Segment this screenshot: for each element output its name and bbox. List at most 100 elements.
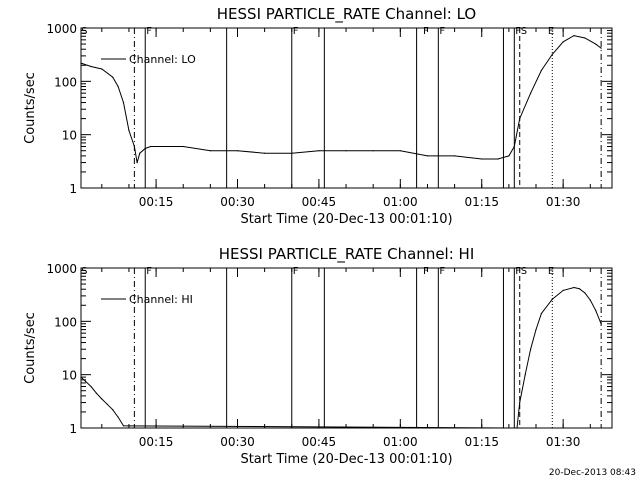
x-axis-label: Start Time (20-Dec-13 00:01:10)	[240, 452, 452, 467]
y-axis-label: Counts/sec	[23, 312, 38, 384]
series-line	[80, 35, 602, 163]
chart-title: HESSI PARTICLE_RATE Channel: HI	[219, 245, 475, 264]
data-point	[136, 162, 138, 164]
data-point	[516, 427, 518, 429]
data-point	[595, 309, 597, 311]
data-point	[372, 150, 374, 152]
y-tick-label: 1000	[46, 22, 77, 36]
data-point	[264, 152, 266, 154]
data-point	[122, 102, 125, 104]
data-point	[513, 145, 515, 148]
data-point	[144, 147, 146, 150]
data-point	[584, 37, 586, 39]
data-point	[540, 69, 543, 71]
data-point	[122, 425, 125, 427]
y-tick-label: 10	[62, 129, 77, 143]
data-point	[101, 398, 103, 400]
data-point	[345, 150, 347, 152]
data-point	[117, 85, 119, 88]
data-point	[133, 145, 135, 148]
data-point	[540, 312, 543, 315]
legend-label: Channel: LO	[129, 53, 196, 66]
data-point	[508, 155, 510, 157]
y-tick-label: 1	[69, 182, 77, 196]
panel-channel-lo: HESSI PARTICLE_RATE Channel: LO Counts/se…	[23, 5, 613, 227]
data-point	[551, 298, 553, 300]
flag-label: S	[81, 26, 87, 37]
flag-label: F	[293, 266, 299, 277]
data-point	[112, 409, 114, 411]
data-point	[562, 289, 564, 291]
data-point	[150, 145, 152, 148]
data-point	[578, 288, 581, 290]
x-tick-label: 01:30	[546, 195, 581, 209]
data-point	[530, 92, 532, 94]
x-tick-label: 01:00	[383, 435, 418, 449]
data-point	[573, 35, 575, 37]
y-tick-label: 1000	[46, 262, 77, 276]
data-point	[182, 145, 184, 148]
flag-label: E	[548, 26, 554, 37]
y-tick-label: 1	[69, 422, 77, 436]
x-tick-label: 00:15	[139, 435, 174, 449]
x-tick-label: 01:30	[546, 435, 581, 449]
data-point	[530, 348, 532, 350]
y-tick-label: 100	[54, 315, 77, 329]
data-point	[291, 152, 293, 154]
panel-channel-hi: HESSI PARTICLE_RATE Channel: HI Counts/se…	[23, 245, 613, 467]
data-point	[519, 402, 521, 404]
x-tick-label: 01:15	[464, 195, 499, 209]
flag-label: F	[515, 26, 521, 37]
data-point	[80, 376, 82, 378]
data-point	[600, 323, 602, 325]
data-point	[600, 47, 602, 49]
data-point	[573, 286, 575, 289]
flag-label: F	[423, 266, 429, 277]
flag-label: F	[439, 26, 445, 37]
flag-label: F	[423, 26, 429, 37]
data-point	[497, 158, 499, 160]
series-line	[80, 286, 602, 429]
flag-label: S	[521, 26, 527, 37]
data-point	[236, 150, 239, 152]
flag-label: F	[293, 26, 299, 37]
x-tick-label: 01:15	[464, 435, 499, 449]
data-point	[318, 150, 320, 152]
data-point	[139, 152, 141, 154]
data-point	[112, 76, 114, 78]
data-point	[562, 41, 564, 43]
plot-frame	[80, 27, 613, 189]
data-point	[95, 392, 97, 394]
data-point	[519, 118, 521, 120]
x-tick-label: 00:45	[302, 435, 337, 449]
x-tick-label: 01:00	[383, 195, 418, 209]
y-tick-label: 10	[62, 369, 77, 383]
flag-label: F	[439, 266, 445, 277]
x-tick-label: 00:30	[220, 195, 255, 209]
footer-timestamp: 20-Dec-2013 08:43	[549, 468, 636, 478]
flag-label: S	[81, 266, 87, 277]
x-tick-label: 00:15	[139, 195, 174, 209]
flag-label: E	[548, 266, 554, 277]
data-point	[399, 150, 401, 152]
data-point	[101, 68, 103, 70]
data-point	[426, 155, 429, 157]
chart-title: HESSI PARTICLE_RATE Channel: LO	[217, 5, 476, 24]
data-point	[117, 416, 119, 418]
plot-frame	[80, 267, 613, 429]
data-point	[90, 385, 92, 388]
data-point	[84, 380, 87, 382]
data-point	[454, 155, 456, 157]
x-axis-label: Start Time (20-Dec-13 00:01:10)	[240, 212, 452, 227]
data-point	[589, 299, 591, 301]
flag-label: F	[146, 26, 152, 37]
data-point	[595, 43, 597, 45]
data-point	[128, 129, 130, 131]
legend-label: Channel: HI	[129, 293, 193, 306]
flag-label: F	[146, 266, 152, 277]
data-point	[209, 150, 211, 152]
data-point	[80, 62, 82, 64]
x-tick-label: 00:45	[302, 195, 337, 209]
data-point	[551, 53, 553, 56]
